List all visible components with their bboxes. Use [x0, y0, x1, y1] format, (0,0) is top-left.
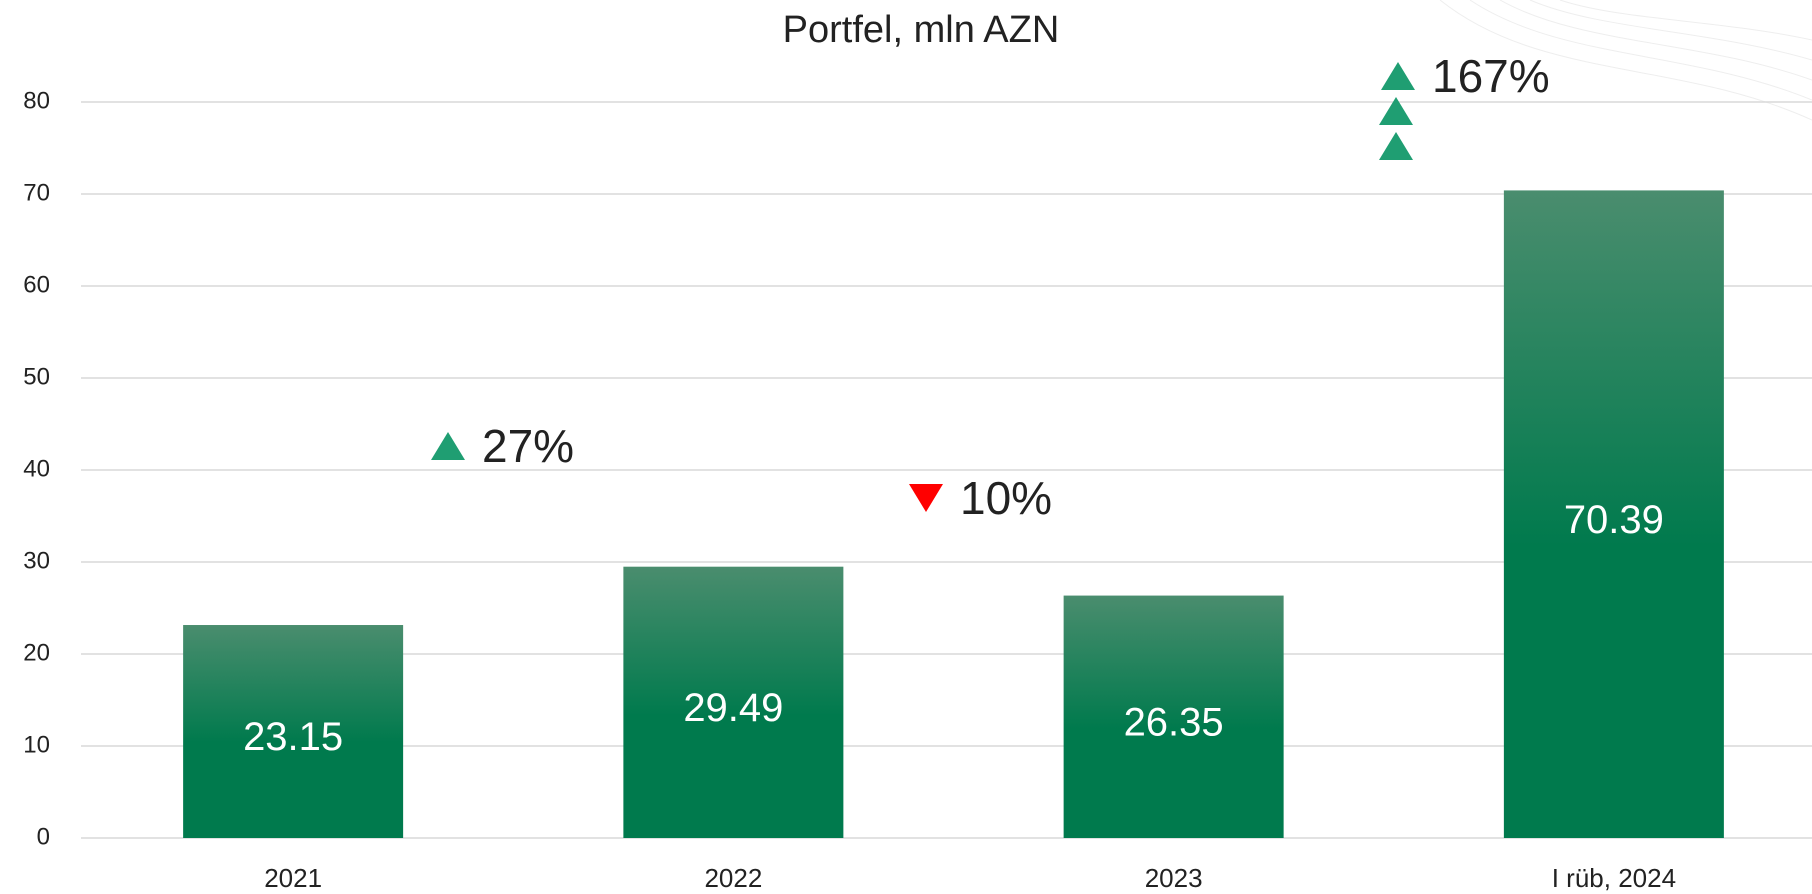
- chart-title: Portfel, mln AZN: [783, 9, 1060, 51]
- bar: [1063, 595, 1284, 838]
- data-label: 23.15: [243, 715, 343, 759]
- y-tick-label: 60: [23, 271, 50, 298]
- x-tick-label: 2021: [264, 863, 322, 893]
- trend-arrow: [1381, 62, 1415, 90]
- trend-arrow: [1379, 97, 1413, 125]
- trend-arrow: [909, 484, 943, 512]
- bar: [183, 625, 404, 838]
- x-tick-label: 2022: [704, 863, 762, 893]
- x-tick-label: I rüb, 2024: [1552, 863, 1676, 893]
- y-tick-label: 50: [23, 363, 50, 390]
- trend-arrow: [431, 432, 465, 460]
- data-label: 26.35: [1124, 700, 1224, 744]
- decoration: [1439, 0, 1812, 121]
- y-tick-label: 10: [23, 731, 50, 758]
- annotation: 27%: [482, 420, 574, 472]
- data-label: 70.39: [1564, 498, 1664, 542]
- y-tick-label: 30: [23, 547, 50, 574]
- y-tick-label: 40: [23, 455, 50, 482]
- trend-arrow: [1379, 132, 1413, 160]
- y-tick-label: 70: [23, 179, 50, 206]
- data-label: 29.49: [683, 686, 783, 730]
- y-tick-label: 80: [23, 87, 50, 114]
- y-tick-label: 0: [37, 823, 50, 850]
- annotation: 167%: [1432, 50, 1550, 102]
- x-tick-label: 2023: [1145, 863, 1203, 893]
- bar: [623, 566, 844, 838]
- bar: [1503, 190, 1724, 839]
- annotation: 10%: [960, 472, 1052, 524]
- y-tick-label: 20: [23, 639, 50, 666]
